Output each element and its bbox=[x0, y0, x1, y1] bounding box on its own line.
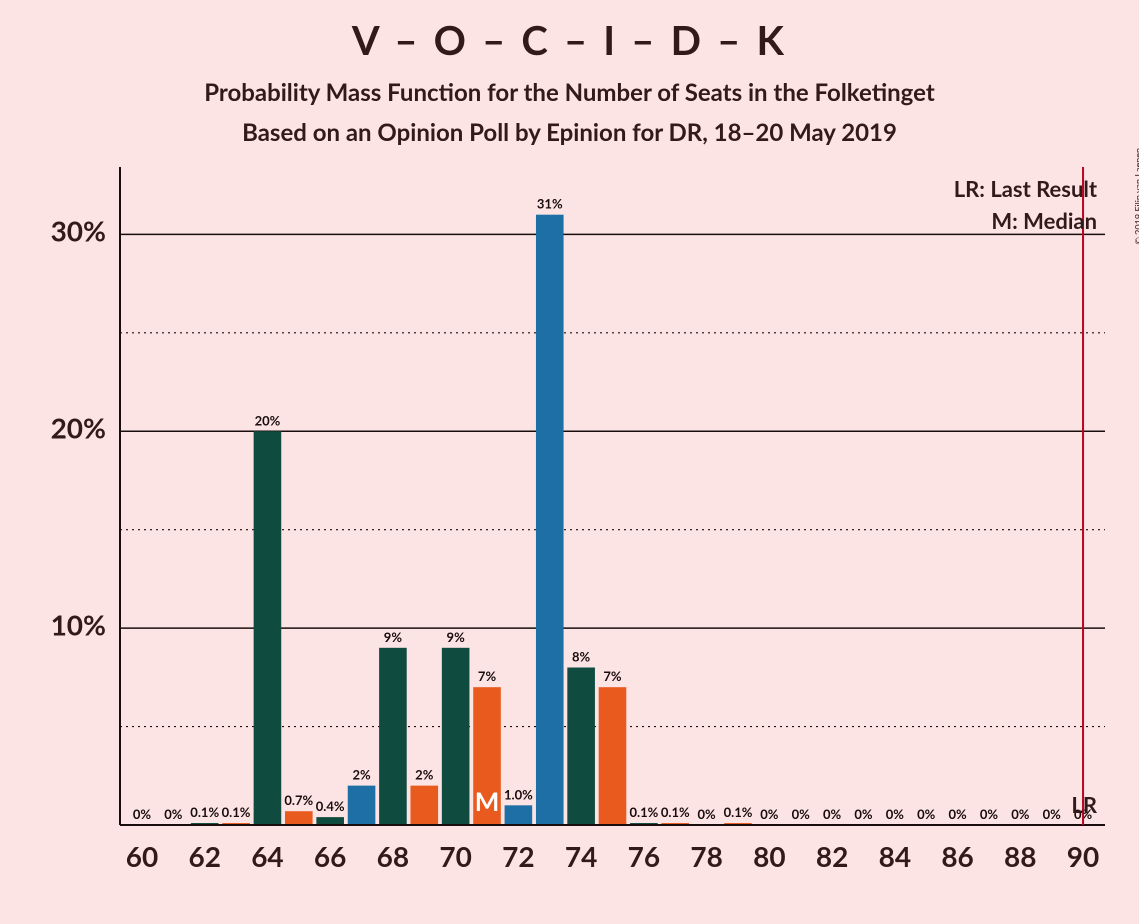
bar bbox=[316, 817, 344, 825]
bar-value-label: 0% bbox=[164, 806, 183, 822]
bar-value-label: 0% bbox=[792, 806, 811, 822]
bar-value-label: 0% bbox=[1043, 806, 1062, 822]
bar-value-label: 0% bbox=[917, 806, 936, 822]
bar-value-label: 2% bbox=[415, 767, 434, 783]
x-tick-label: 80 bbox=[753, 839, 785, 873]
x-tick-label: 76 bbox=[628, 839, 660, 873]
bar bbox=[285, 811, 313, 825]
lr-short-label: LR bbox=[1071, 791, 1097, 818]
y-tick-label: 20% bbox=[51, 410, 106, 444]
bar-value-label: 0.1% bbox=[222, 804, 251, 820]
x-tick-label: 86 bbox=[941, 839, 973, 873]
legend-m: M: Median bbox=[991, 207, 1097, 234]
x-tick-label: 62 bbox=[188, 839, 220, 873]
bar-value-label: 9% bbox=[447, 629, 466, 645]
bar-value-label: 9% bbox=[384, 629, 403, 645]
bar bbox=[348, 786, 376, 825]
x-tick-label: 66 bbox=[314, 839, 346, 873]
x-tick-label: 84 bbox=[879, 839, 911, 873]
x-tick-label: 88 bbox=[1004, 839, 1036, 873]
bar bbox=[536, 215, 564, 825]
bar-value-label: 0% bbox=[854, 806, 873, 822]
bar bbox=[442, 648, 470, 825]
x-tick-label: 64 bbox=[251, 839, 283, 873]
bar-value-label: 0% bbox=[948, 806, 967, 822]
bar-value-label: 2% bbox=[352, 767, 371, 783]
bar-value-label: 7% bbox=[603, 668, 622, 684]
bar-value-label: 0% bbox=[823, 806, 842, 822]
bar-value-label: 31% bbox=[537, 196, 563, 212]
bar-value-label: 8% bbox=[572, 649, 591, 665]
bar bbox=[254, 431, 282, 825]
x-tick-label: 78 bbox=[690, 839, 722, 873]
bar-value-label: 0% bbox=[1011, 806, 1030, 822]
x-tick-label: 70 bbox=[439, 839, 471, 873]
bar-value-label: 0.1% bbox=[661, 804, 690, 820]
bar-value-label: 0.7% bbox=[284, 792, 313, 808]
y-tick-label: 10% bbox=[51, 607, 106, 641]
chart-plot: 0%0%0.1%0.1%20%0.7%0.4%2%9%2%9%7%1.0%31%… bbox=[0, 0, 1139, 924]
x-tick-label: 72 bbox=[502, 839, 534, 873]
x-tick-label: 90 bbox=[1067, 839, 1099, 873]
bar bbox=[599, 687, 627, 825]
bar bbox=[567, 668, 595, 826]
bar bbox=[379, 648, 407, 825]
bar bbox=[410, 786, 438, 825]
bar-value-label: 20% bbox=[255, 412, 281, 428]
bar-value-label: 0% bbox=[980, 806, 999, 822]
bar-value-label: 1.0% bbox=[504, 786, 533, 802]
x-tick-label: 68 bbox=[377, 839, 409, 873]
y-tick-label: 30% bbox=[51, 214, 106, 248]
bar-value-label: 7% bbox=[478, 668, 497, 684]
bar-value-label: 0.1% bbox=[629, 804, 658, 820]
bar-value-label: 0.4% bbox=[316, 798, 345, 814]
bar-value-label: 0% bbox=[886, 806, 905, 822]
bar-value-label: 0% bbox=[133, 806, 152, 822]
bar-value-label: 0% bbox=[698, 806, 717, 822]
bar-value-label: 0.1% bbox=[724, 804, 753, 820]
x-tick-label: 74 bbox=[565, 839, 597, 873]
x-tick-label: 82 bbox=[816, 839, 848, 873]
x-tick-label: 60 bbox=[126, 839, 158, 873]
bar-value-label: 0% bbox=[760, 806, 779, 822]
bar-value-label: 0.1% bbox=[190, 804, 219, 820]
legend-lr: LR: Last Result bbox=[954, 175, 1098, 202]
bar bbox=[505, 805, 533, 825]
median-label: M bbox=[475, 785, 500, 817]
